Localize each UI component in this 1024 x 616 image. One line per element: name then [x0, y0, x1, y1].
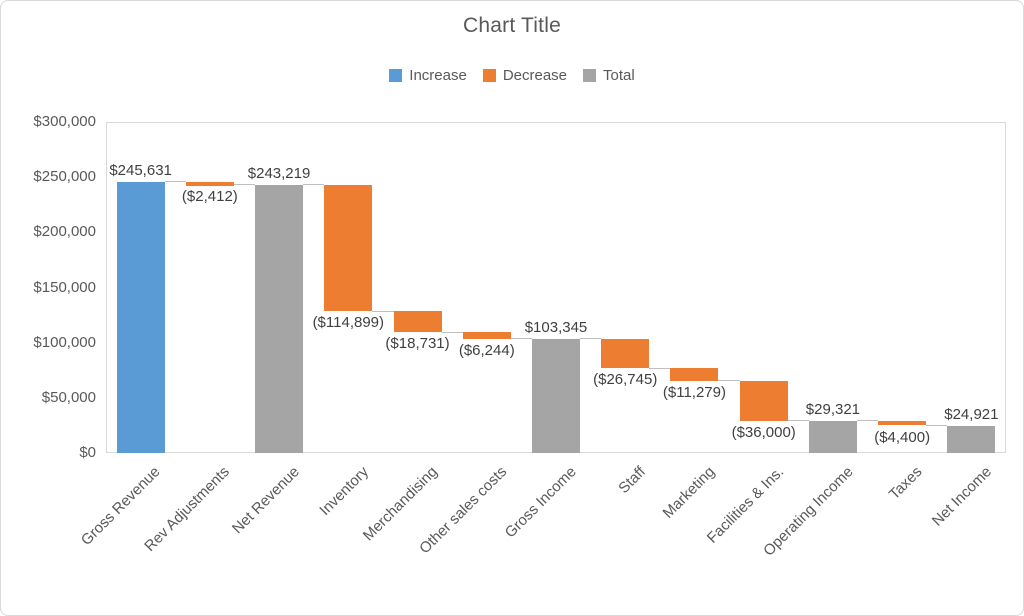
data-label-gross-revenue: $245,631	[109, 161, 172, 179]
connector-line	[787, 420, 809, 422]
connector-line	[372, 310, 394, 312]
decrease-swatch-icon	[482, 69, 496, 82]
waterfall-bar-taxes	[878, 420, 927, 426]
y-tick-label: $200,000	[33, 223, 96, 241]
x-axis-label-inventory: Inventory	[315, 463, 372, 519]
x-axis-label-staff: Staff	[614, 463, 649, 497]
waterfall-bar-other-sales-costs	[462, 332, 511, 339]
waterfall-bar-net-revenue	[255, 184, 304, 453]
waterfall-bar-inventory	[324, 184, 373, 312]
x-axis-label-taxes: Taxes	[885, 463, 926, 504]
connector-line	[233, 184, 256, 186]
x-axis-label-net-revenue: Net Revenue	[228, 463, 303, 538]
data-label-taxes: ($4,400)	[874, 428, 931, 446]
waterfall-bar-marketing	[670, 368, 719, 381]
waterfall-bar-net-income	[947, 425, 996, 453]
legend-item-decrease: Decrease	[482, 67, 568, 84]
legend-item-increase: Increase	[389, 67, 467, 84]
total-swatch-icon	[583, 69, 597, 82]
waterfall-bar-gross-income	[532, 338, 580, 453]
data-label-staff: ($26,745)	[593, 371, 658, 389]
x-axis-label-net-income: Net Income	[928, 463, 995, 530]
connector-line	[441, 331, 463, 333]
data-label-inventory: ($114,899)	[312, 314, 385, 332]
data-label-merchandising: ($18,731)	[385, 335, 450, 353]
y-tick-label: $50,000	[41, 388, 96, 406]
connector-line	[649, 367, 671, 369]
data-label-marketing: ($11,279)	[662, 383, 726, 401]
data-label-gross-income: $103,345	[524, 318, 588, 336]
data-label-net-revenue: $243,219	[247, 164, 311, 182]
connector-line	[303, 184, 325, 186]
connector-line	[580, 338, 602, 340]
chart-title: Chart Title	[463, 14, 561, 37]
connector-line	[164, 181, 186, 183]
y-tick-label: $150,000	[33, 278, 96, 296]
x-axis-label-marketing: Marketing	[659, 463, 718, 522]
legend-label-decrease: Decrease	[502, 67, 568, 84]
y-tick-label: $250,000	[33, 168, 96, 186]
legend-label-increase: Increase	[409, 67, 467, 84]
waterfall-bar-gross-revenue	[116, 181, 165, 453]
legend-label-total: Total	[603, 67, 635, 84]
data-label-net-income: $24,921	[944, 405, 999, 423]
connector-line	[510, 338, 532, 340]
legend: Increase Decrease Total	[1, 67, 1023, 84]
data-label-facilities-ins: ($36,000)	[731, 423, 796, 441]
connector-line	[856, 420, 879, 422]
connector-line	[718, 380, 740, 382]
y-tick-label: $100,000	[33, 333, 96, 351]
data-label-operating-income: $29,321	[805, 400, 861, 418]
waterfall-bar-rev-adjustments	[185, 181, 234, 186]
connector-line	[926, 425, 948, 426]
y-tick-label: $300,000	[33, 113, 96, 130]
data-label-rev-adjustments: ($2,412)	[181, 187, 238, 205]
waterfall-bar-merchandising	[393, 311, 442, 333]
waterfall-bar-facilities-ins	[739, 380, 788, 421]
increase-swatch-icon	[389, 69, 403, 82]
legend-item-total: Total	[583, 67, 635, 84]
y-tick-label: $0	[79, 444, 96, 461]
waterfall-bar-operating-income	[808, 420, 857, 453]
data-label-other-sales-costs: ($6,244)	[458, 341, 515, 359]
waterfall-bar-staff	[601, 338, 650, 369]
x-axis-label-gross-income: Gross Income	[501, 463, 580, 542]
